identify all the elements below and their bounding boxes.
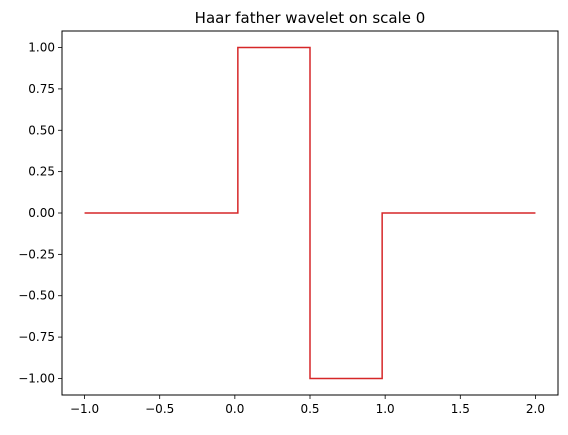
y-tick-label: −1.00 (18, 371, 55, 385)
y-tick-label: −0.25 (18, 247, 55, 261)
y-tick-label: 0.75 (28, 82, 55, 96)
y-tick-label: 0.00 (28, 206, 55, 220)
x-tick-label: 1.0 (376, 402, 395, 416)
y-tick-label: 0.25 (28, 165, 55, 179)
x-axis: −1.0 −0.5 0.0 0.5 1.0 1.5 2.0 (70, 395, 545, 416)
y-tick-label: −0.50 (18, 289, 55, 303)
x-tick-label: −0.5 (145, 402, 174, 416)
x-tick-label: 1.5 (451, 402, 470, 416)
series-layer (84, 46, 536, 380)
x-tick-label: 2.0 (526, 402, 545, 416)
plot-frame (61, 30, 559, 396)
y-tick-label: 1.00 (28, 41, 55, 55)
series-line-0 (84, 46, 536, 380)
y-axis: 1.00 0.75 0.50 0.25 0.00 −0.25 −0.50 −0.75 −1.00 (18, 41, 62, 385)
y-tick-label: 0.50 (28, 123, 55, 137)
y-tick-label: −0.75 (18, 330, 55, 344)
x-tick-label: −1.0 (70, 402, 99, 416)
x-tick-label: 0.5 (300, 402, 319, 416)
chart-title: Haar father wavelet on scale 0 (195, 9, 426, 27)
x-tick-label: 0.0 (225, 402, 244, 416)
